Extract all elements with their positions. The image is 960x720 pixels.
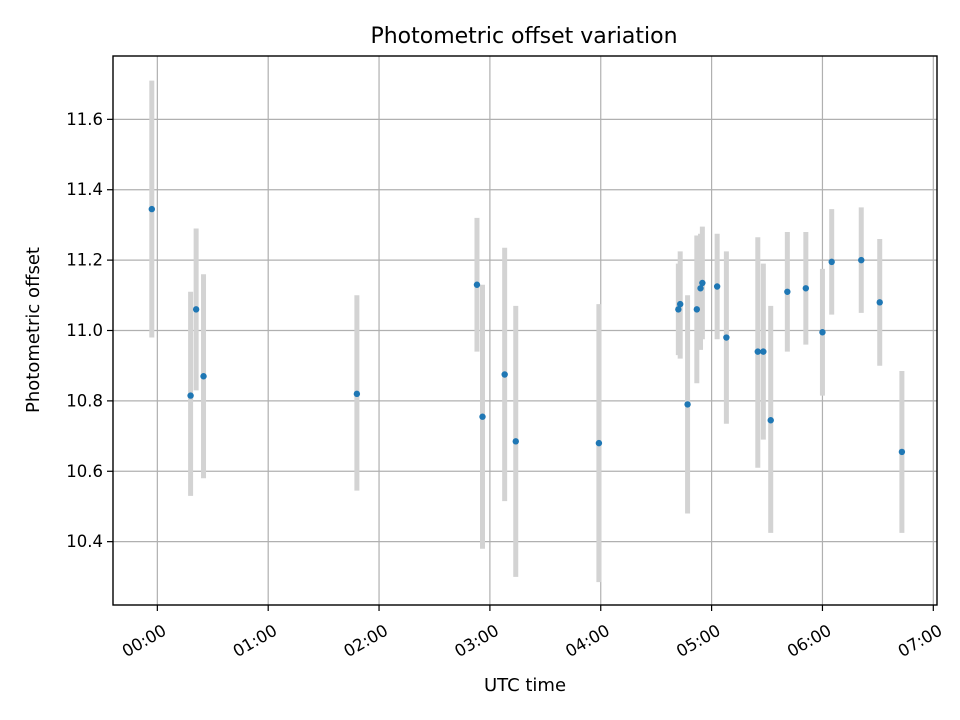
x-tick-label: 04:00: [562, 621, 613, 661]
x-tick-label: 00:00: [119, 621, 170, 661]
data-point: [784, 288, 791, 295]
grid-lines: [113, 56, 937, 605]
data-point: [819, 329, 826, 336]
x-tick-label: 03:00: [451, 621, 502, 661]
y-tick-label: 10.4: [66, 532, 103, 551]
data-point: [676, 300, 684, 308]
y-tick-label: 11.2: [66, 251, 103, 270]
x-tick-label: 05:00: [673, 621, 724, 661]
data-points: [148, 205, 906, 456]
data-point: [760, 348, 767, 355]
y-tick-label: 11.6: [66, 110, 103, 129]
data-point: [187, 392, 194, 399]
data-point: [693, 306, 701, 313]
data-point: [754, 348, 761, 355]
data-point: [675, 306, 682, 313]
data-point: [898, 448, 906, 456]
x-tick-label: 02:00: [341, 621, 392, 661]
y-tick-label: 11.4: [66, 180, 103, 199]
data-point: [767, 417, 774, 424]
data-point: [192, 306, 200, 313]
data-point: [148, 205, 155, 213]
y-tick-label: 10.6: [66, 462, 103, 481]
data-point: [595, 439, 603, 447]
y-tick-label: 11.0: [66, 321, 103, 340]
data-point: [512, 438, 519, 445]
data-point: [876, 299, 883, 306]
data-point: [713, 283, 721, 290]
x-tick-label: 06:00: [784, 621, 835, 661]
x-tick-label: 01:00: [230, 621, 281, 661]
data-point: [200, 373, 207, 380]
data-point: [723, 334, 730, 341]
y-tick-label: 10.8: [66, 391, 103, 410]
y-axis-ticks: 10.4 10.6 10.8 11.0 11.2 11.4 11.6: [66, 110, 113, 551]
data-point: [828, 258, 835, 266]
data-point: [353, 390, 361, 398]
data-point: [684, 401, 691, 408]
data-point: [479, 413, 486, 420]
error-bars: [149, 80, 905, 583]
data-point: [699, 279, 706, 287]
data-point: [473, 281, 481, 288]
data-point: [858, 256, 865, 264]
data-point: [802, 285, 810, 292]
y-axis-label: Photometric offset: [23, 247, 44, 413]
x-axis-ticks: 00:00 01:00 02:00 03:00 04:00 05:00 06:00 07:00: [119, 605, 946, 661]
chart-title: Photometric offset variation: [370, 24, 677, 49]
x-tick-label: 07:00: [895, 621, 946, 661]
data-point: [697, 285, 704, 292]
data-point: [501, 371, 508, 378]
x-axis-label: UTC time: [484, 675, 566, 696]
